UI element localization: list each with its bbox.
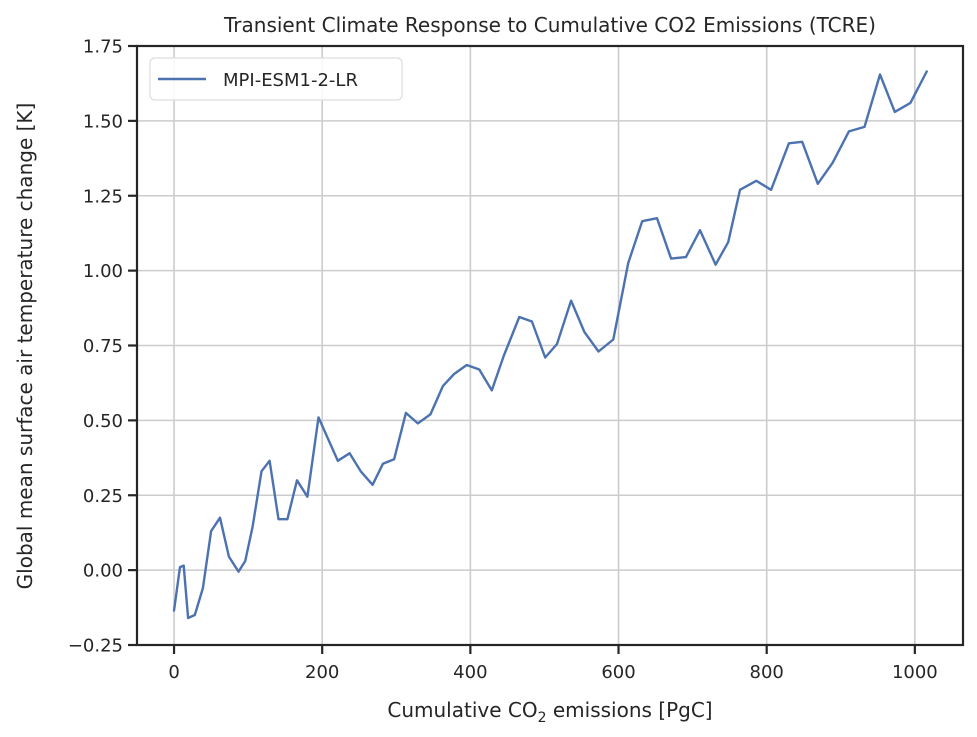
x-tick-label: 200 bbox=[305, 662, 339, 683]
x-axis-ticks: 0 200 400 600 800 1000 bbox=[168, 645, 938, 683]
x-tick-label: 0 bbox=[168, 662, 179, 683]
x-axis-label-post: emissions [PgC] bbox=[547, 698, 713, 722]
x-axis-label-pre: Cumulative CO bbox=[387, 698, 537, 722]
x-tick-label: 800 bbox=[750, 662, 784, 683]
series-line-mpi-esm1-2-lr bbox=[172, 70, 928, 620]
y-axis-label: Global mean surface air temperature chan… bbox=[13, 103, 37, 590]
y-tick-label: 0.00 bbox=[83, 561, 123, 582]
y-tick-label: −0.25 bbox=[68, 636, 123, 657]
series-layer bbox=[172, 70, 928, 620]
x-axis-label-subscript: 2 bbox=[538, 710, 547, 726]
y-tick-label: 0.75 bbox=[83, 336, 123, 357]
x-tick-label: 1000 bbox=[892, 662, 938, 683]
chart-title: Transient Climate Response to Cumulative… bbox=[223, 13, 876, 37]
x-tick-label: 600 bbox=[601, 662, 635, 683]
legend: MPI-ESM1-2-LR bbox=[149, 57, 403, 101]
legend-label: MPI-ESM1-2-LR bbox=[223, 70, 358, 91]
y-tick-label: 1.75 bbox=[83, 37, 123, 58]
y-tick-label: 1.50 bbox=[83, 111, 123, 132]
y-tick-label: 0.50 bbox=[83, 411, 123, 432]
y-tick-label: 1.25 bbox=[83, 186, 123, 207]
y-tick-label: 1.00 bbox=[83, 261, 123, 282]
y-tick-label: 0.25 bbox=[83, 486, 123, 507]
grid-lines-y bbox=[137, 120, 963, 571]
x-axis-label: Cumulative CO2 emissions [PgC] bbox=[387, 698, 712, 726]
y-axis-ticks: −0.25 0.00 0.25 0.50 0.75 1.00 1.25 1.50 1.75 bbox=[68, 37, 137, 657]
legend-box bbox=[149, 57, 403, 101]
x-tick-label: 400 bbox=[453, 662, 487, 683]
